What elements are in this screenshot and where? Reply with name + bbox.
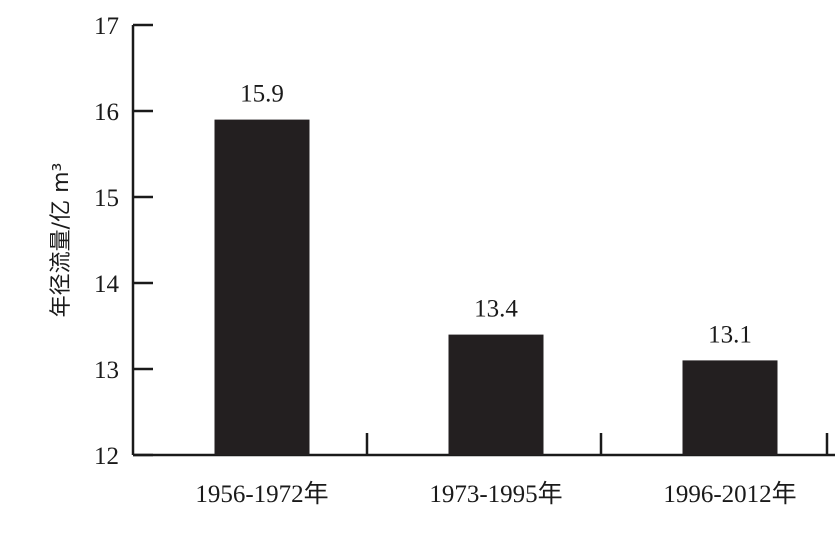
bar-2 (682, 360, 778, 455)
y-tick-label-2: 14 (94, 271, 120, 298)
bar-0 (214, 119, 310, 455)
labels: 12 13 14 15 16 17 15.9 1956-1972年 13.4 1973-1995年… (94, 13, 797, 508)
y-tick-label-5: 17 (94, 13, 119, 40)
x-tick-label-2: 1996-2012年 (663, 480, 796, 508)
bars (214, 119, 778, 455)
x-tick-label-1: 1973-1995年 (429, 480, 562, 508)
data-label-0: 15.9 (240, 81, 284, 108)
y-axis-title: 年径流量/亿 m³ (49, 163, 74, 318)
data-label-1: 13.4 (474, 296, 518, 323)
y-tick-label-3: 15 (94, 185, 119, 212)
y-tick-label-1: 13 (94, 357, 119, 384)
bar-1 (448, 334, 544, 455)
x-tick-label-0: 1956-1972年 (195, 480, 328, 508)
y-tick-label-0: 12 (94, 443, 119, 470)
y-tick-label-4: 16 (94, 99, 119, 126)
data-label-2: 13.1 (708, 321, 752, 348)
